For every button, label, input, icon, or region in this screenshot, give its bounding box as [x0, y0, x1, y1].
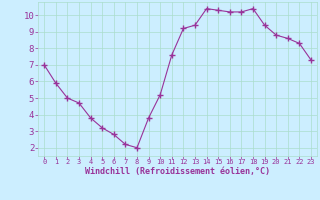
- X-axis label: Windchill (Refroidissement éolien,°C): Windchill (Refroidissement éolien,°C): [85, 167, 270, 176]
